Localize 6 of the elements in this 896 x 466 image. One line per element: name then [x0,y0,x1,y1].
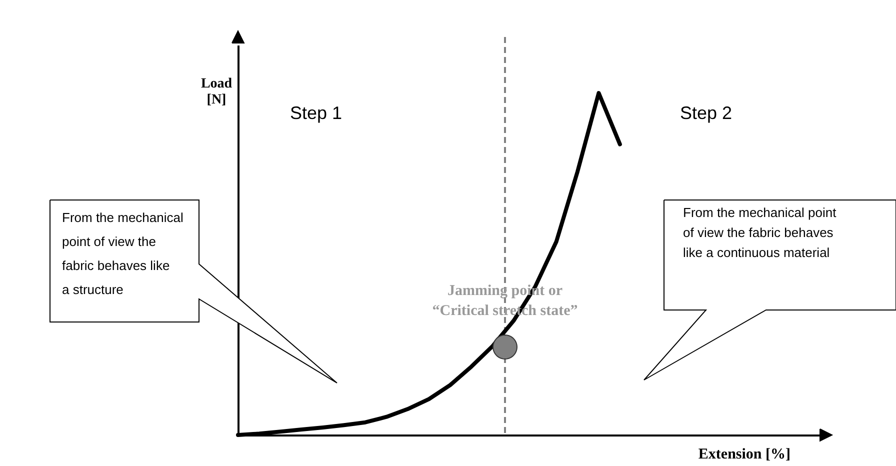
annotation: From the mechanical point of view the fabric behaves like a continuous material [683,205,837,260]
y-axis-title: Load [N] [200,76,232,108]
annotation: Step 1 [290,103,342,123]
x-axis-title: Extension [%] [698,446,790,462]
text: From the mechanical point of view the fabric behaves like a structure [62,210,184,297]
annotation: Step 2 [680,103,732,123]
